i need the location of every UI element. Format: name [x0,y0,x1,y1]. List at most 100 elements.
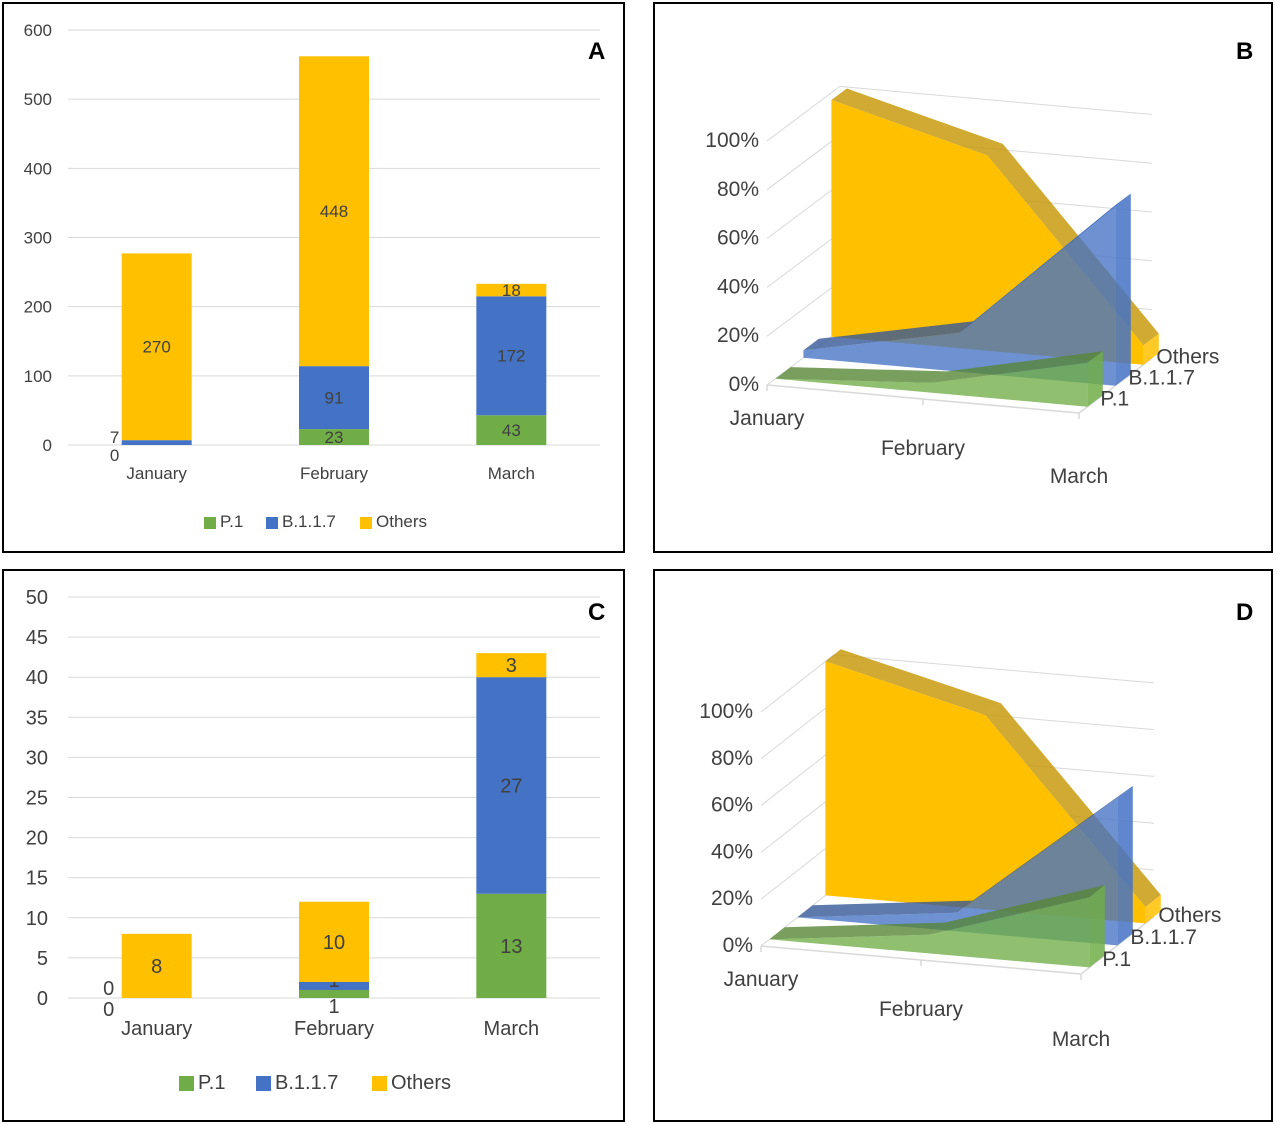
depth-label-b-1-1-7: B.1.1.7 [1130,926,1197,949]
x-tick-label: March [488,464,535,483]
data-label-p-1: 0 [110,446,119,465]
x-tick-label: January [724,968,799,991]
y-tick-label: 600 [24,21,52,40]
bar-b-1-1-7-january [121,440,192,445]
legend-swatch-others [372,1076,387,1091]
x-tick-label: January [121,1018,192,1040]
data-label-p-1: 13 [500,936,522,958]
area-endcap-p-1 [1087,351,1103,407]
y-tick-label: 80% [717,178,759,201]
depth-label-p-1: P.1 [1102,948,1131,971]
y-tick-label: 0% [729,373,759,396]
area-face-p-1 [775,362,1088,407]
area-endcap-p-1 [1089,885,1105,968]
legend-label-p-1: P.1 [220,512,243,531]
y-tick-label: 20 [26,828,48,850]
legend-label-others: Others [376,512,427,531]
data-label-b-1-1-7: 0 [103,978,114,1000]
bar-p-1-february [299,989,369,998]
side-gridline [760,701,835,760]
side-gridline [760,841,835,900]
depth-label-others: Others [1156,345,1219,368]
depth-axis-line [1078,357,1153,414]
area-ridge-shade [929,885,1105,935]
area-ridge-p-1 [775,367,947,383]
area-ridge-b-1-1-7 [797,900,973,918]
depth-label-p-1: P.1 [1100,387,1129,410]
y-tick-label: 200 [24,298,52,317]
side-gridline [766,86,841,142]
x-tick-label: February [879,998,964,1021]
panel-label-a: A [588,38,606,65]
panel-d: 0% 20% 40% 60% 80% 100% January February March P.… [653,569,1273,1122]
bar-others-january [121,933,192,998]
area-ridge-shade [957,785,1133,913]
legend-label-p-1: P.1 [198,1072,225,1094]
bar-others-march [476,653,547,678]
y-tick-label: 300 [24,228,52,247]
side-gridline [766,281,841,337]
legend-swatch-p-1 [204,517,216,529]
area-3d-chart-b: 0% 20% 40% 60% 80% 100% January February March P.… [705,85,1219,488]
area-ridge-shade [831,88,1003,156]
bar-p-1-march [476,415,547,445]
y-tick-label: 0 [43,436,52,455]
back-gridline [833,654,1154,684]
area-ridge-p-1 [929,885,1105,935]
area-ridge-shade [825,649,1001,716]
side-gridline [760,794,835,853]
y-tick-label: 10 [26,908,48,930]
area-ridge-shade [769,922,945,940]
data-label-p-1: 1 [328,996,339,1018]
panel-label-b: B [1236,38,1254,65]
data-label-b-1-1-7: 172 [497,347,525,366]
area-endcap-b-1-1-7 [1117,785,1133,946]
bar-b-1-1-7-march [476,296,547,416]
y-tick-label: 60% [717,227,759,250]
side-gridline [766,183,841,240]
y-tick-label: 0 [37,988,48,1010]
y-tick-label: 20% [717,324,759,347]
bar-others-february [299,56,369,367]
area-ridge-b-1-1-7 [803,321,975,351]
y-tick-label: 0% [723,934,753,957]
x-tick-label: February [881,437,966,460]
area-face-b-1-1-7 [803,205,1116,386]
bar-b-1-1-7-march [476,677,547,894]
legend-label-others: Others [391,1072,451,1094]
area-endcap-others [1145,894,1161,924]
area-endcap-b-1-1-7 [1115,193,1131,386]
y-tick-label: 400 [24,159,52,178]
y-tick-label: 100% [705,129,759,152]
depth-label-b-1-1-7: B.1.1.7 [1128,366,1195,389]
area-3d-chart-d: 0% 20% 40% 60% 80% 100% January February March P.… [699,649,1221,1051]
x-tick-label: March [1050,465,1108,488]
depth-label-others: Others [1158,904,1221,927]
area-ridge-shade [797,900,973,918]
area-ridge-shade [931,351,1103,383]
y-tick-label: 20% [711,887,753,910]
legend-label-b-1-1-7: B.1.1.7 [275,1072,338,1094]
panel-a: 0 100 200 300 400 500 600 0 7 270 January 23 91 448 Fe… [2,2,625,553]
legend-swatch-p-1 [179,1076,194,1091]
legend-label-b-1-1-7: B.1.1.7 [282,512,336,531]
bar-b-1-1-7-february [299,981,369,990]
data-label-p-1: 43 [502,421,521,440]
y-tick-label: 30 [26,747,48,769]
bar-p-1-march [476,893,547,998]
side-gridline [766,134,841,191]
legend-swatch-b-1-1-7 [256,1076,271,1091]
data-label-others: 3 [506,655,517,677]
area-face-p-1 [769,897,1090,968]
y-tick-label: 5 [37,948,48,970]
back-gridline [839,85,1152,115]
data-label-p-1: 0 [103,999,114,1021]
bar-others-january [121,253,192,441]
y-tick-label: 40 [26,667,48,689]
data-label-b-1-1-7: 91 [325,389,344,408]
y-tick-label: 500 [24,90,52,109]
area-ridge-shade [775,367,947,383]
x-tick-label: February [294,1018,374,1040]
y-tick-label: 100 [24,367,52,386]
data-label-b-1-1-7: 7 [110,428,119,447]
